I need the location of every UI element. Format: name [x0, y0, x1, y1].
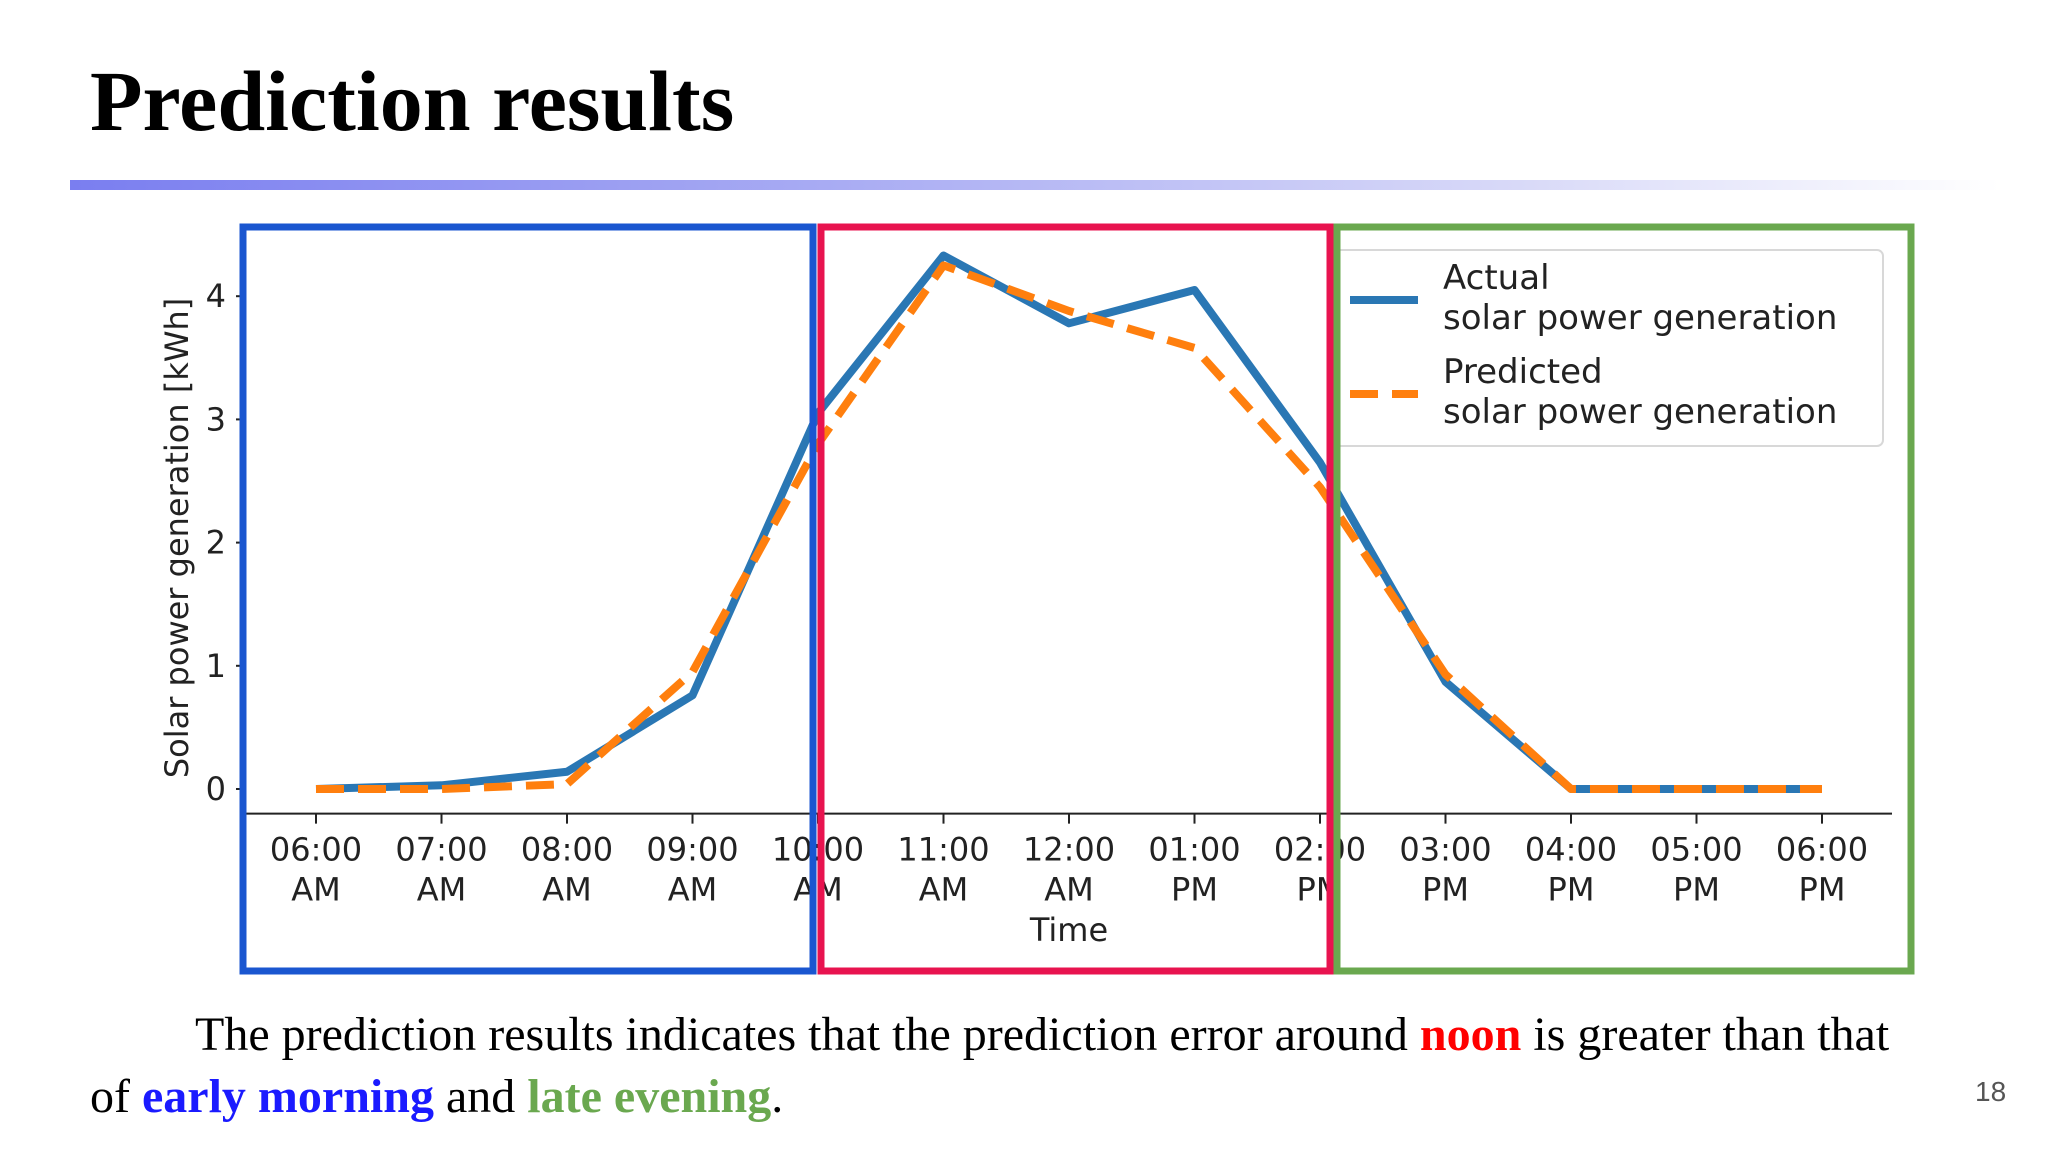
early-morning-highlight: early morning — [141, 1070, 434, 1123]
x-tick-label: 03:00 — [1399, 831, 1491, 869]
legend-label: Actual — [1443, 258, 1550, 298]
predicted-series-line — [316, 261, 1822, 793]
x-tick-label: 06:00 — [270, 831, 362, 869]
legend-label: Predicted — [1443, 352, 1603, 392]
page-number: 18 — [1975, 1076, 2007, 1107]
x-tick-label: AM — [668, 871, 718, 909]
x-tick-label: 06:00 — [1776, 831, 1868, 869]
x-tick-label: PM — [1548, 871, 1595, 909]
late-evening-box — [1333, 223, 1915, 975]
x-tick-label: AM — [919, 871, 969, 909]
y-tick-label: 1 — [206, 647, 226, 685]
x-tick-label: AM — [542, 871, 592, 909]
x-tick-label: PM — [1171, 871, 1218, 909]
late-evening-highlight: late evening — [527, 1070, 772, 1123]
x-tick-label: AM — [291, 871, 341, 909]
y-tick-label: 0 — [206, 770, 226, 808]
x-tick-label: PM — [1799, 871, 1846, 909]
legend-label: solar power generation — [1443, 392, 1837, 432]
x-tick-label: 07:00 — [395, 831, 487, 869]
x-tick-label: AM — [417, 871, 467, 909]
caption-part-3: and — [433, 1070, 528, 1123]
x-axis-label: Time — [1029, 911, 1108, 949]
chart-series — [315, 251, 1822, 793]
x-tick-label: 01:00 — [1148, 831, 1240, 869]
x-tick-label: 12:00 — [1023, 831, 1115, 869]
x-tick-label: 04:00 — [1525, 831, 1617, 869]
y-tick-label: 2 — [206, 524, 226, 562]
x-tick-label: AM — [1044, 871, 1094, 909]
x-tick-label: 08:00 — [521, 831, 613, 869]
caption-part-2: is greater than that of — [90, 1008, 1890, 1123]
noon-box — [817, 223, 1334, 975]
caption-part-4: . — [771, 1070, 784, 1123]
x-tick-label: 05:00 — [1650, 831, 1742, 869]
y-axis-label: Solar power generation [kWh] — [158, 298, 196, 778]
x-tick-label: PM — [1673, 871, 1720, 909]
highlight-boxes — [239, 223, 1915, 975]
y-tick-label: 4 — [206, 277, 226, 315]
x-tick-label: 11:00 — [897, 831, 989, 869]
y-tick-label: 3 — [206, 400, 226, 438]
x-tick-label: PM — [1422, 871, 1469, 909]
caption-part-1: The prediction results indicates that th… — [195, 1008, 1420, 1061]
early-morning-box — [239, 223, 817, 975]
x-tick-label: 02:00 — [1274, 831, 1366, 869]
x-tick-label: 09:00 — [646, 831, 738, 869]
title-underline — [70, 180, 2000, 190]
legend-label: solar power generation — [1443, 298, 1837, 338]
noon-highlight: noon — [1419, 1008, 1522, 1061]
caption-text: The prediction results indicates that th… — [90, 1004, 1940, 1128]
slide-title: Prediction results — [90, 53, 735, 149]
